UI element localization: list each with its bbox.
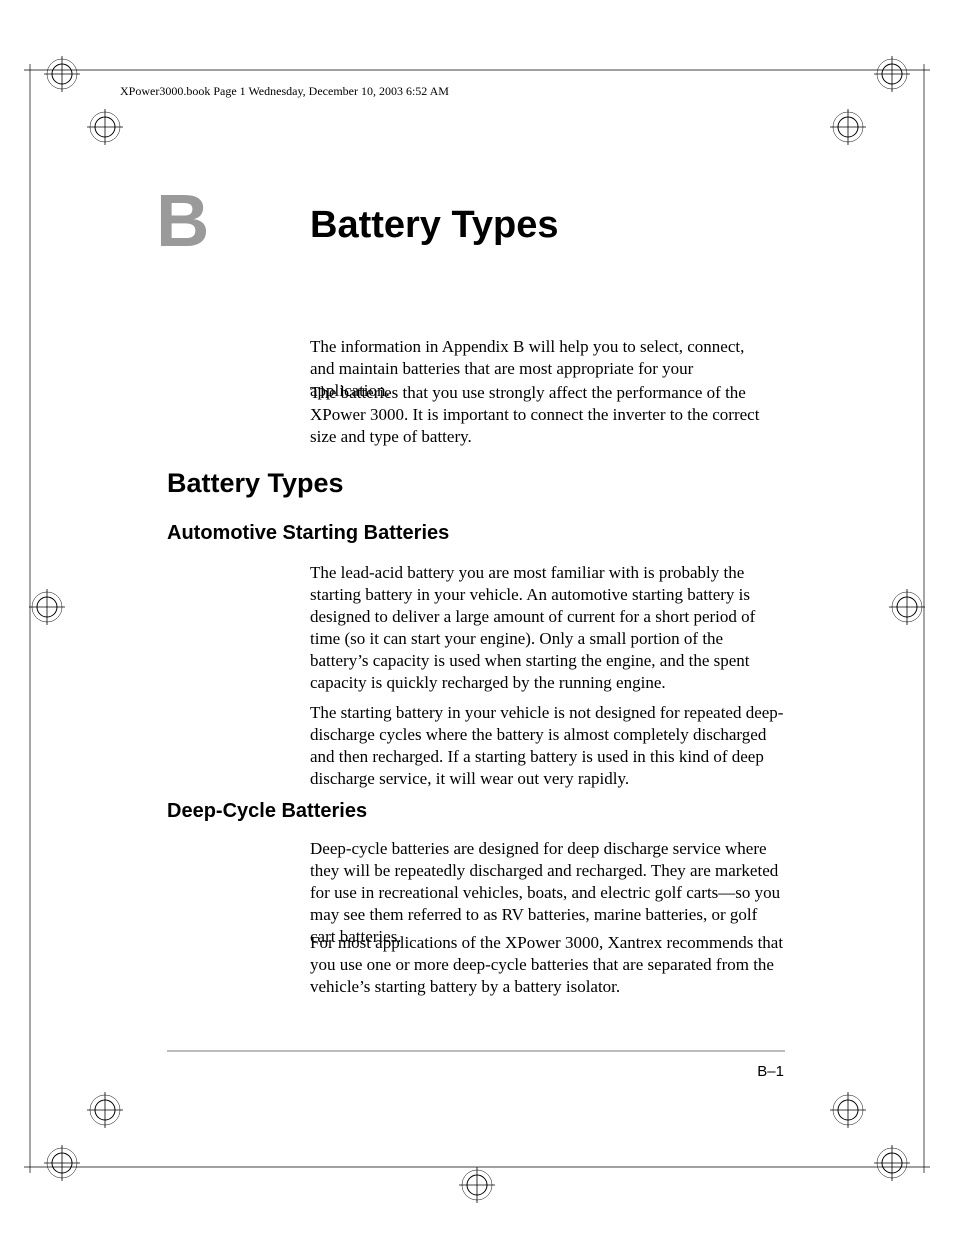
- automotive-paragraph-1: The lead-acid battery you are most famil…: [310, 562, 780, 695]
- subsection-heading-deepcycle: Deep-Cycle Batteries: [167, 800, 367, 823]
- running-head: XPower3000.book Page 1 Wednesday, Decemb…: [120, 84, 449, 99]
- section-heading: Battery Types: [167, 468, 344, 499]
- deepcycle-paragraph-2: For most applications of the XPower 3000…: [310, 932, 785, 998]
- intro-paragraph-2: The batteries that you use strongly affe…: [310, 382, 790, 448]
- page-number: B–1: [757, 1063, 784, 1080]
- footer-rule: [167, 1050, 785, 1052]
- page-title: Battery Types: [310, 204, 559, 247]
- appendix-letter: B: [156, 178, 209, 263]
- subsection-heading-automotive: Automotive Starting Batteries: [167, 522, 449, 545]
- automotive-paragraph-2: The starting battery in your vehicle is …: [310, 702, 785, 790]
